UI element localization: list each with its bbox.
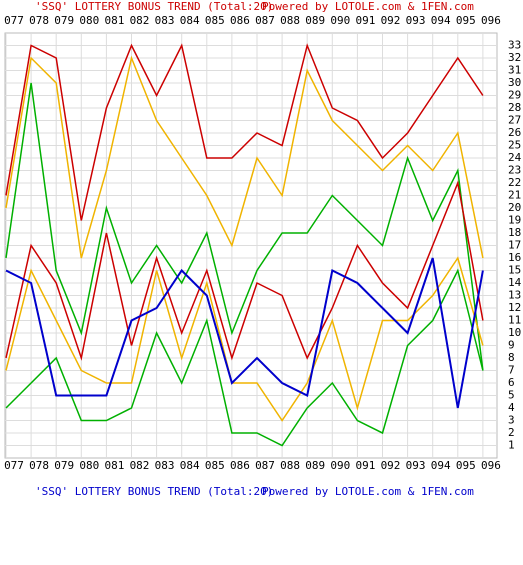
x-tick-label: 077 (4, 459, 24, 472)
top-subtitle: Powered by LOTOLE.com & 1FEN.com (262, 0, 474, 13)
x-tick-label: 079 (54, 14, 74, 27)
y-tick-label: 20 (508, 201, 521, 214)
x-tick-label: 091 (355, 459, 375, 472)
series-line (5, 55, 484, 259)
y-tick-label: 22 (508, 176, 521, 189)
x-tick-label: 082 (130, 14, 150, 27)
x-tick-label: 078 (29, 459, 49, 472)
x-tick-label: 093 (406, 459, 426, 472)
x-tick-label: 089 (305, 14, 325, 27)
y-tick-label: 11 (508, 314, 521, 327)
x-tick-label: 090 (330, 14, 350, 27)
x-tick-label: 079 (54, 459, 74, 472)
bottom-title: 'SSQ' LOTTERY BONUS TREND (Total:20) (35, 485, 273, 498)
y-tick-label: 5 (508, 389, 515, 402)
series-line (5, 43, 484, 221)
x-tick-label: 082 (130, 459, 150, 472)
series-line (5, 257, 484, 409)
y-tick-label: 21 (508, 189, 521, 202)
y-tick-label: 27 (508, 114, 521, 127)
x-tick-label: 094 (431, 459, 451, 472)
x-tick-label: 077 (4, 14, 24, 27)
x-tick-label: 088 (280, 459, 300, 472)
x-tick-label: 083 (155, 14, 175, 27)
x-tick-label: 083 (155, 459, 175, 472)
x-tick-label: 084 (180, 14, 200, 27)
x-tick-label: 086 (230, 14, 250, 27)
y-tick-label: 32 (508, 51, 521, 64)
x-tick-label: 096 (481, 459, 501, 472)
x-tick-label: 081 (104, 459, 124, 472)
y-tick-label: 17 (508, 239, 521, 252)
x-tick-label: 086 (230, 459, 250, 472)
series-line (5, 268, 484, 447)
y-tick-label: 10 (508, 326, 521, 339)
x-tick-label: 085 (205, 14, 225, 27)
x-tick-label: 081 (104, 14, 124, 27)
x-tick-label: 087 (255, 459, 275, 472)
x-tick-label: 091 (355, 14, 375, 27)
top-title: 'SSQ' LOTTERY BONUS TREND (Total:20) (35, 0, 273, 13)
x-tick-label: 095 (456, 14, 476, 27)
y-tick-label: 13 (508, 289, 521, 302)
y-tick-label: 29 (508, 89, 521, 102)
x-tick-label: 090 (330, 459, 350, 472)
y-tick-label: 25 (508, 139, 521, 152)
series-line (5, 180, 484, 361)
y-tick-label: 26 (508, 126, 521, 139)
bottom-subtitle: Powered by LOTOLE.com & 1FEN.com (262, 485, 474, 498)
y-tick-label: 24 (508, 151, 522, 164)
y-tick-label: 3 (508, 414, 515, 427)
y-tick-label: 8 (508, 351, 515, 364)
x-tick-label: 084 (180, 459, 200, 472)
y-tick-label: 28 (508, 101, 521, 114)
x-tick-label: 087 (255, 14, 275, 27)
y-tick-label: 30 (508, 76, 521, 89)
x-tick-label: 093 (406, 14, 426, 27)
y-tick-label: 14 (508, 276, 522, 289)
y-tick-label: 33 (508, 39, 521, 52)
y-tick-label: 9 (508, 339, 515, 352)
y-tick-label: 18 (508, 226, 521, 239)
y-tick-label: 12 (508, 301, 521, 314)
x-tick-label: 094 (431, 14, 451, 27)
series-line (5, 82, 484, 371)
x-tick-label: 096 (481, 14, 501, 27)
x-tick-label: 078 (29, 14, 49, 27)
x-tick-label: 095 (456, 459, 476, 472)
series-line (5, 256, 484, 422)
y-tick-label: 16 (508, 251, 521, 264)
y-tick-label: 4 (508, 401, 515, 414)
y-tick-label: 7 (508, 364, 515, 377)
y-tick-label: 2 (508, 426, 515, 439)
y-tick-label: 15 (508, 264, 521, 277)
x-tick-label: 092 (381, 459, 401, 472)
y-tick-label: 23 (508, 164, 521, 177)
y-tick-label: 1 (508, 439, 515, 452)
x-tick-label: 088 (280, 14, 300, 27)
x-tick-label: 080 (79, 14, 99, 27)
y-tick-label: 19 (508, 214, 521, 227)
x-tick-label: 085 (205, 459, 225, 472)
x-tick-label: 092 (381, 14, 401, 27)
x-tick-label: 089 (305, 459, 325, 472)
y-tick-label: 31 (508, 64, 521, 77)
x-tick-label: 080 (79, 459, 99, 472)
y-tick-label: 6 (508, 376, 515, 389)
